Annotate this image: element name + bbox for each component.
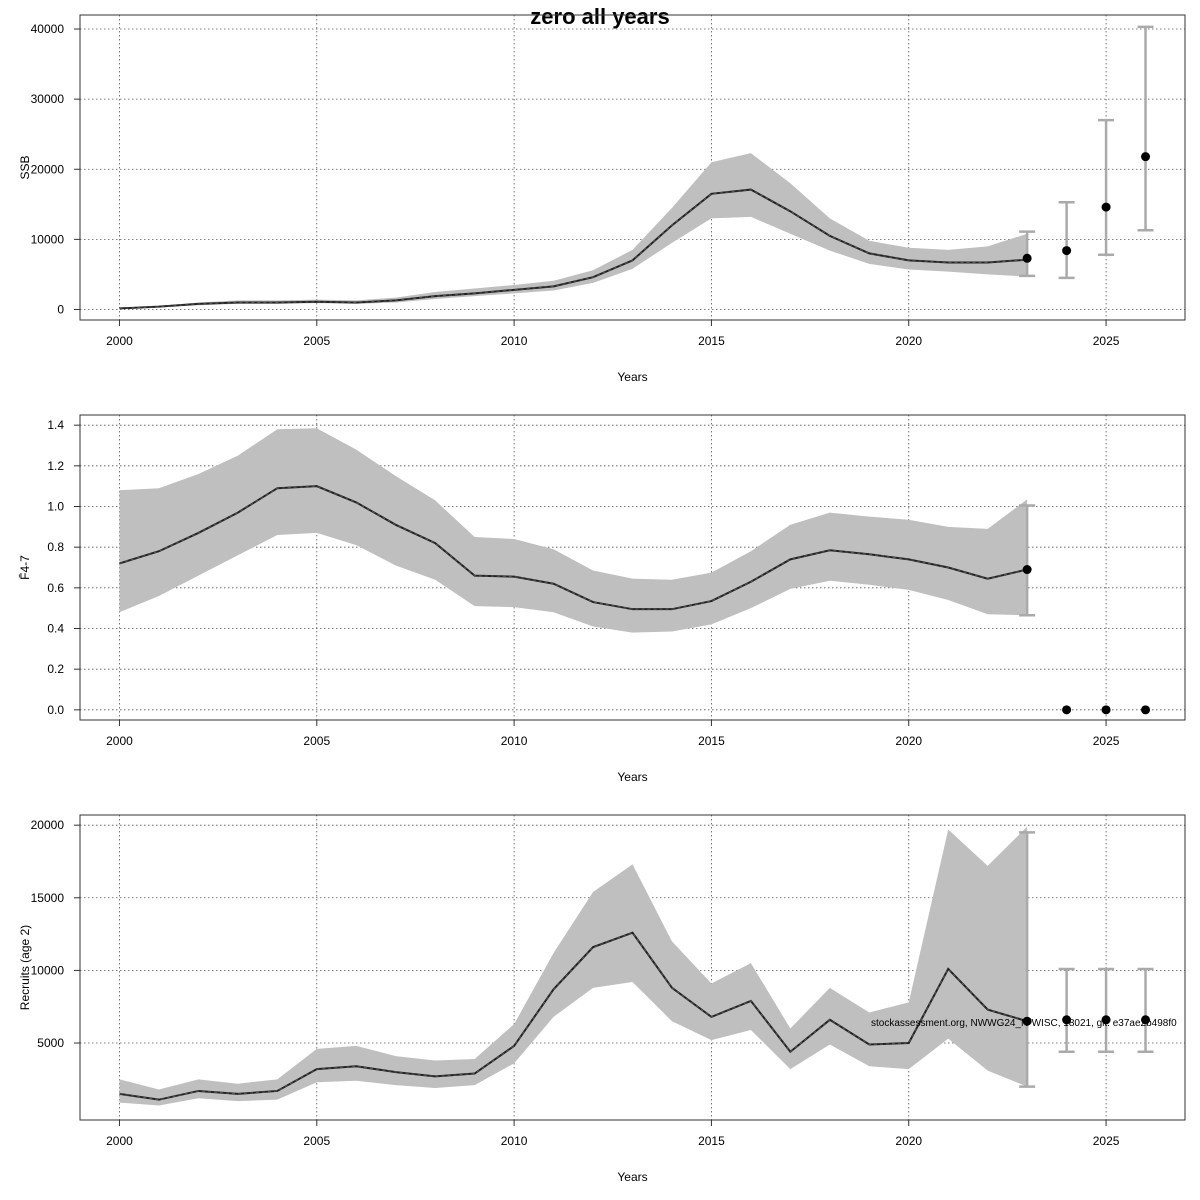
estimate-line-dashed: [119, 189, 1028, 309]
x-tick-label: 2010: [501, 334, 528, 348]
x-tick-label: 2005: [303, 1134, 330, 1148]
confidence-band: [119, 153, 1028, 309]
y-tick-label: 1.2: [47, 459, 64, 473]
y-tick-label: 15000: [31, 891, 65, 905]
y-axis-label: Recruits (age 2): [18, 925, 32, 1010]
x-tick-label: 2025: [1093, 334, 1120, 348]
forecast-point: [1101, 1015, 1111, 1025]
y-axis-label: F̄4-7: [18, 555, 32, 580]
y-tick-label: 5000: [37, 1036, 64, 1050]
x-tick-label: 2010: [501, 734, 528, 748]
plot-frame: [79, 814, 1186, 1121]
forecast-point: [1062, 1015, 1072, 1025]
x-tick-label: 2000: [106, 734, 133, 748]
y-axis-label: SSB: [18, 155, 32, 179]
forecast-point: [1022, 565, 1032, 575]
x-tick-label: 2000: [106, 1134, 133, 1148]
estimate-line-dashed: [119, 932, 1028, 1101]
y-tick-label: 1.0: [47, 500, 64, 514]
forecast-point: [1062, 705, 1072, 715]
y-tick-label: 0: [57, 302, 64, 316]
forecast-point: [1141, 705, 1151, 715]
forecast-point: [1101, 202, 1111, 212]
forecast-point: [1141, 152, 1151, 162]
x-tick-label: 2025: [1093, 1134, 1120, 1148]
forecast-point: [1062, 246, 1072, 256]
y-tick-label: 0.2: [47, 662, 64, 676]
y-tick-label: 0.4: [47, 622, 64, 636]
y-tick-label: 1.4: [47, 418, 64, 432]
x-tick-label: 2005: [303, 734, 330, 748]
y-tick-label: 40000: [31, 22, 65, 36]
x-tick-label: 2020: [895, 334, 922, 348]
y-tick-label: 0.6: [47, 581, 64, 595]
forecast-point: [1101, 705, 1111, 715]
x-tick-label: 2015: [698, 734, 725, 748]
y-tick-label: 20000: [31, 162, 65, 176]
plot-frame: [79, 414, 1186, 721]
panel-3: 2000 2005 2010 2015 2020 2025 5000 10000 15000 20…: [18, 814, 1186, 1184]
x-tick-label: 2000: [106, 334, 133, 348]
confidence-band: [119, 826, 1028, 1106]
x-tick-label: 2015: [698, 1134, 725, 1148]
panel-1: 2000 2005 2010 2015 2020 2025 0 10000 20000 30000…: [18, 14, 1186, 384]
estimate-line-dashed: [119, 485, 1028, 610]
forecast-point: [1022, 253, 1032, 263]
x-tick-label: 2020: [895, 1134, 922, 1148]
y-tick-label: 10000: [31, 232, 65, 246]
y-tick-label: 20000: [31, 818, 65, 832]
y-tick-label: 0.0: [47, 703, 64, 717]
x-axis-label: Years: [617, 370, 647, 384]
confidence-band: [119, 428, 1028, 633]
x-tick-label: 2010: [501, 1134, 528, 1148]
x-axis-label: Years: [617, 1170, 647, 1184]
x-tick-label: 2015: [698, 334, 725, 348]
x-tick-label: 2020: [895, 734, 922, 748]
chart-title: zero all years: [530, 4, 669, 29]
y-tick-label: 30000: [31, 92, 65, 106]
panels: 2000 2005 2010 2015 2020 2025 0 10000 20000 30000…: [18, 14, 1186, 1184]
x-tick-label: 2025: [1093, 734, 1120, 748]
y-tick-label: 0.8: [47, 540, 64, 554]
footnote: stockassessment.org, NWWG24_N-WISC, 1802…: [871, 1018, 1177, 1029]
x-tick-label: 2005: [303, 334, 330, 348]
plot-frame: [79, 14, 1186, 321]
panel-2: 2000 2005 2010 2015 2020 2025 0.0 0.2 0.4 0.6 0.8 1…: [18, 414, 1186, 784]
forecast-point: [1141, 1015, 1151, 1025]
x-axis-label: Years: [617, 770, 647, 784]
y-tick-label: 10000: [31, 963, 65, 977]
forecast-point: [1022, 1016, 1032, 1026]
